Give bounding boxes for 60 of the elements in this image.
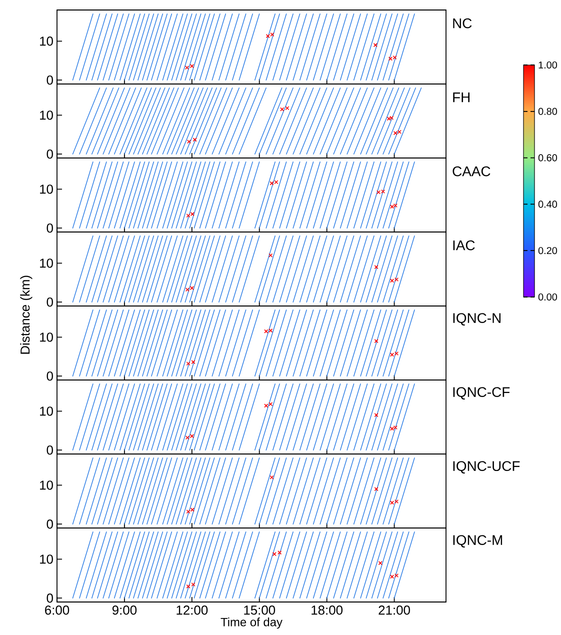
point [374,487,378,492]
color-bar-label: 0.00 [538,293,558,301]
point [186,214,190,218]
point [393,425,398,430]
y-tick-label: 0 [46,372,53,381]
point [268,253,273,258]
point [390,204,394,209]
color-bar-label: 0.60 [538,154,558,162]
y-tick-label: 10 [40,36,53,46]
color-bar-label: 0.20 [538,247,558,254]
y-tick-label: 10 [40,184,53,194]
point [374,413,378,418]
y-tick-label: 0 [46,224,53,233]
point [190,212,194,216]
color-bar-label: 0.40 [538,200,558,208]
color-bar-label: 1.00 [538,61,558,69]
y-tick-label: 10 [40,258,53,268]
point [373,43,378,48]
y-tick-label: 0 [46,594,53,603]
y-tick-label: 10 [40,406,53,416]
point [192,138,197,142]
y-tick-label: 10 [40,554,53,564]
y-tick-label: 0 [46,76,53,85]
point [186,140,192,144]
point [378,561,382,566]
text: IAC [453,240,475,250]
y-tick-label: 0 [46,446,53,455]
text: FH [453,92,470,102]
point [374,265,378,270]
point [190,508,194,512]
color-bar-label: 0.80 [538,108,558,115]
y-tick-label: 0 [46,150,53,159]
point [390,426,394,431]
y-tick-label: 10 [40,110,53,120]
point [186,510,190,514]
text: IQNC-CF [453,387,510,400]
y-tick-label: 0 [46,520,53,529]
x-tick-label: 6:00 [45,606,70,615]
x-tick-label: 15:00 [244,606,276,615]
point [386,116,391,121]
x-tick-label: 12:00 [176,606,208,615]
point [397,130,402,134]
text: IQNC-N [453,313,500,326]
point [393,203,398,208]
text: IQNC-M [453,535,502,548]
point [374,339,378,344]
point [393,131,398,136]
x-tick-label: 9:00 [112,606,137,615]
y-axis-title: Distance (km) [20,276,32,354]
text: NC [453,18,472,28]
x-tick-label: 18:00 [312,606,343,615]
text: IQNC-UCF [453,461,520,474]
point [270,475,274,480]
x-tick-label: 21:00 [378,606,410,615]
x-axis-title: Time of day [220,618,282,629]
text: CAAC [452,166,490,176]
y-tick-label: 10 [40,332,53,342]
y-tick-label: 10 [40,480,53,490]
y-tick-label: 0 [46,298,53,307]
point [390,116,394,120]
